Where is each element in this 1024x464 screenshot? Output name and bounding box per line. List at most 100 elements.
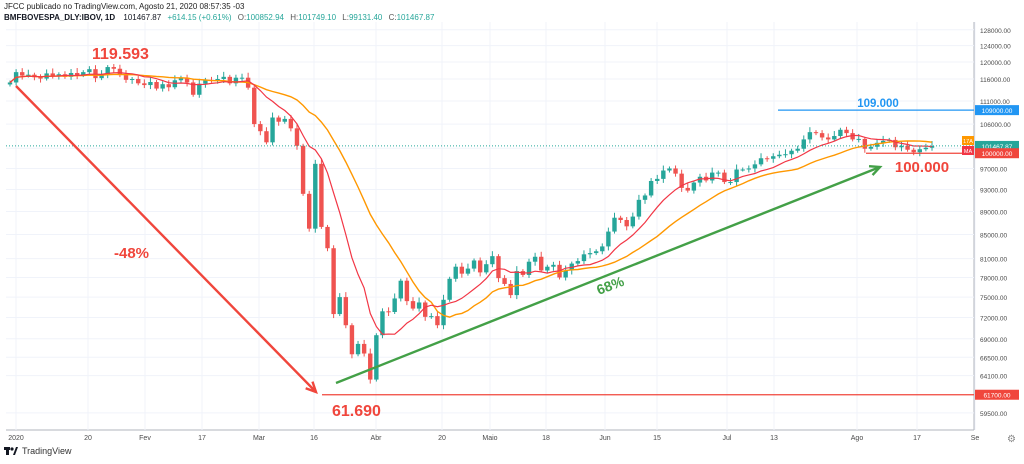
x-tick-label: 18: [542, 435, 550, 442]
candle-body: [129, 78, 135, 80]
candle-body: [398, 280, 403, 299]
candle-body: [87, 69, 92, 73]
symbol-legend: BMFBOVESPA_DLY:IBOV, 1D 101467.87 +614.1…: [4, 13, 434, 22]
candle-body: [929, 145, 935, 148]
candle-body: [203, 79, 208, 84]
price-axis-tag-label: 101467.87: [982, 144, 1013, 151]
candle-body: [874, 142, 880, 147]
candle-body: [453, 266, 458, 279]
y-tick-label: 69000.00: [980, 337, 1007, 344]
candle-body: [795, 148, 800, 151]
candle-body: [410, 301, 416, 309]
candle-body: [856, 138, 861, 140]
x-tick-label: Mar: [253, 435, 266, 442]
symbol-name[interactable]: BMFBOVESPA_DLY:IBOV, 1D: [4, 13, 116, 22]
high-label: H:: [290, 13, 299, 22]
candle-body: [508, 283, 513, 296]
candle-body: [880, 140, 886, 143]
candle-body: [459, 266, 465, 274]
y-tick-label: 81000.00: [980, 257, 1007, 264]
candle-body: [764, 158, 770, 160]
y-tick-label: 116000.00: [980, 77, 1011, 84]
candle-body: [636, 199, 642, 217]
candle-body: [154, 82, 159, 89]
candle-body: [361, 343, 367, 354]
candle-body: [539, 256, 544, 271]
x-tick-label: Abr: [371, 435, 383, 442]
low-value: 99131.40: [348, 13, 383, 22]
candle-body: [685, 187, 690, 191]
close-label: C:: [388, 13, 397, 22]
candle-body: [923, 147, 929, 150]
candle-body: [551, 264, 556, 267]
candle-body: [813, 132, 819, 134]
candle-body: [575, 261, 581, 264]
y-tick-label: 128000.00: [980, 28, 1011, 35]
x-tick-label: Se: [971, 435, 980, 442]
x-tick-label: Ago: [851, 435, 864, 442]
candle-body: [313, 163, 318, 229]
candle-body: [20, 72, 25, 76]
candle-body: [343, 297, 349, 326]
candle-body: [716, 172, 721, 174]
ma-tag-box: [962, 136, 974, 145]
x-tick-label: Jun: [599, 435, 610, 442]
candle-body: [612, 217, 617, 232]
candle-body: [252, 87, 257, 125]
candle-body: [477, 260, 483, 273]
x-tick-label: 16: [310, 435, 318, 442]
ma-tag-label: MA: [964, 149, 973, 155]
candle-body: [416, 302, 422, 309]
candle-body: [642, 195, 648, 200]
candle-body: [239, 77, 245, 79]
candle-body: [771, 156, 776, 159]
candle-body: [288, 118, 294, 129]
candle-body: [325, 226, 330, 249]
candle-body: [691, 182, 697, 191]
decline-arrow-head: [305, 381, 318, 394]
candle-body: [679, 173, 684, 188]
candle-body: [386, 311, 391, 313]
candle-body: [807, 132, 813, 140]
price-axis-tag: [975, 389, 1019, 400]
x-tick-label: 2020: [8, 435, 24, 442]
y-tick-label: 111000.00: [980, 99, 1010, 106]
candle-body: [337, 297, 342, 315]
candle-body: [502, 278, 507, 284]
candle-body: [832, 136, 837, 140]
y-tick-label: 124000.00: [980, 44, 1011, 51]
y-tick-label: 72000.00: [980, 316, 1007, 323]
candle-body: [331, 248, 336, 315]
candle-body: [697, 176, 703, 183]
candle-body: [777, 154, 782, 157]
candle-body: [868, 146, 874, 149]
x-tick-label: Jul: [723, 435, 732, 442]
last-price: 101467.87: [123, 13, 162, 22]
candle-body: [264, 131, 269, 143]
candle-body: [648, 180, 654, 196]
candle-body: [581, 254, 587, 262]
candle-body: [50, 73, 55, 76]
price-axis-tag: [975, 148, 1019, 159]
settings-gear-icon[interactable]: ⚙: [1007, 434, 1016, 445]
candle-body: [56, 74, 62, 76]
candle-body: [673, 168, 678, 174]
ma-tag-box: [962, 146, 974, 155]
x-tick-label: Maio: [482, 435, 497, 442]
candle-body: [233, 77, 239, 84]
x-tick-label: 15: [653, 435, 661, 442]
candle-body: [227, 76, 233, 84]
candle-body: [630, 216, 636, 227]
candle-body: [74, 72, 80, 76]
candle-body: [722, 172, 727, 183]
candle-body: [905, 145, 910, 150]
candle-body: [844, 129, 849, 134]
price-axis-tag: [975, 105, 1019, 116]
candle-body: [117, 68, 123, 76]
rally-arrow-line: [335, 165, 881, 385]
candle-body: [661, 170, 666, 179]
y-tick-label: 78000.00: [980, 275, 1007, 282]
candle-body: [123, 75, 129, 80]
x-tick-label: 17: [913, 435, 921, 442]
